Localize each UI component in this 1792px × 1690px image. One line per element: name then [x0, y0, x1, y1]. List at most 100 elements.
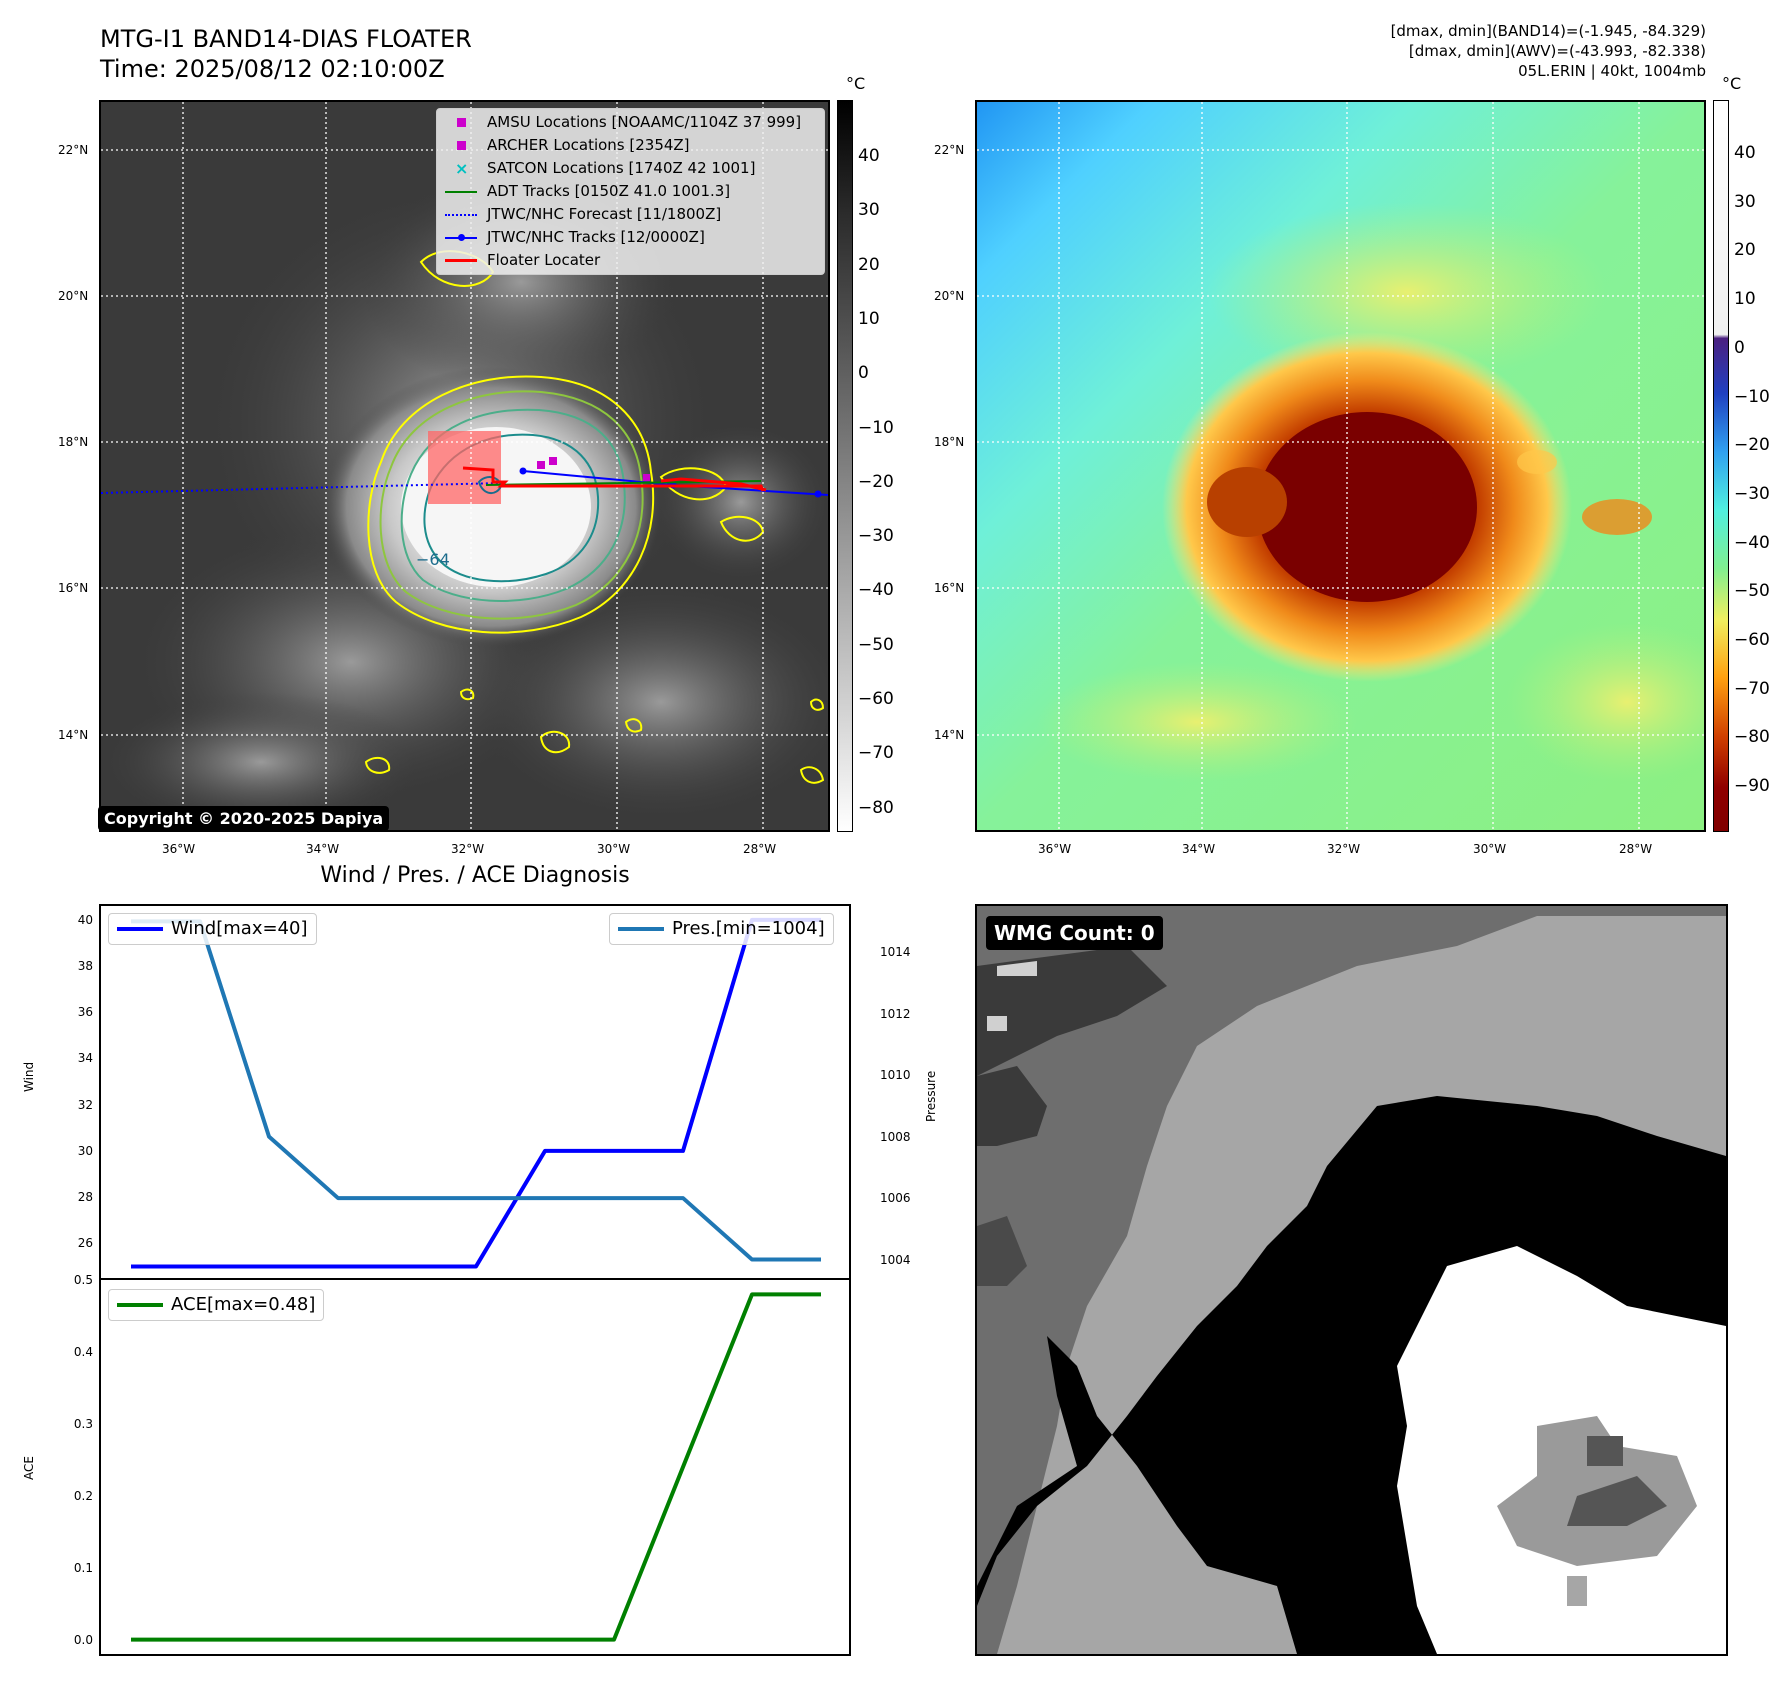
colorbar-tick: −10	[1734, 386, 1770, 407]
lat-tick: 16°N	[58, 581, 89, 595]
axis-tick: 0.3	[73, 1416, 93, 1431]
colorbar-tick: 40	[1734, 143, 1756, 163]
wind-pressure-chart	[99, 904, 851, 1280]
legend-label: ADT Tracks [0150Z 41.0 1001.3]	[487, 182, 731, 200]
colorbar-tick: −70	[1734, 678, 1770, 699]
line-dot-icon	[443, 226, 479, 249]
stats-awv: [dmax, dmin](AWV)=(-43.993, -82.338)	[1408, 42, 1706, 60]
axis-tick: 32	[77, 1097, 93, 1112]
colorbar-tick: −20	[1734, 435, 1770, 456]
axis-tick: 1008	[880, 1129, 911, 1144]
colorbar-right-bar	[1713, 100, 1729, 832]
legend-label: ARCHER Locations [2354Z]	[487, 136, 690, 154]
axis-tick: 26	[77, 1236, 93, 1251]
colorbar-tick: −30	[858, 526, 894, 547]
square-marker-icon	[443, 111, 479, 134]
legend-item-forecast: JTWC/NHC Forecast [11/1800Z]	[443, 203, 818, 226]
colorbar-tick: 0	[858, 363, 869, 384]
colorbar-tick: −50	[858, 634, 894, 655]
legend-label: Floater Locater	[487, 251, 601, 269]
colorbar-tick: 20	[858, 254, 880, 275]
pressure-axis-label: Pressure	[924, 1070, 938, 1122]
colorbar-tick: −80	[1734, 727, 1770, 748]
lon-tick: 28°W	[1619, 842, 1653, 856]
legend-label: JTWC/NHC Tracks [12/0000Z]	[487, 228, 705, 246]
timestamp-title: Time: 2025/08/12 02:10:00Z	[100, 55, 445, 83]
lat-tick: 20°N	[934, 289, 965, 303]
axis-tick: 0.1	[73, 1560, 93, 1575]
legend-item-archer: ARCHER Locations [2354Z]	[443, 134, 818, 157]
colorbar-tick: −70	[858, 743, 894, 764]
ace-series-line	[131, 1292, 821, 1642]
legend-item-satcon: × SATCON Locations [1740Z 42 1001]	[443, 157, 818, 180]
ace-axis-label: ACE	[22, 1456, 36, 1480]
ir-map-panel: −64	[99, 100, 830, 832]
ir-map-image	[101, 102, 828, 830]
colorbar-tick: −20	[858, 471, 894, 492]
wind-legend: Wind[max=40]	[108, 913, 317, 945]
lat-tick: 22°N	[58, 143, 89, 157]
colorbar-tick: 40	[858, 146, 880, 166]
lon-tick: 32°W	[451, 842, 485, 856]
axis-tick: 1014	[880, 945, 911, 960]
lat-tick: 22°N	[934, 143, 965, 157]
colorbar-tick: −60	[1734, 630, 1770, 650]
wmg-count-badge: WMG Count: 0	[986, 916, 1163, 950]
colorbar-tick: −50	[1734, 581, 1770, 602]
lon-tick: 34°W	[1182, 842, 1216, 856]
axis-tick: 1012	[880, 1006, 911, 1021]
legend-label: JTWC/NHC Forecast [11/1800Z]	[487, 205, 722, 223]
colorbar-left-bar	[837, 100, 853, 832]
pressure-series-line	[131, 919, 821, 1262]
colorbar-tick: 10	[858, 308, 880, 329]
solid-line-icon	[443, 180, 479, 203]
colorbar-tick: −90	[1734, 776, 1770, 797]
legend-item-amsu: AMSU Locations [NOAAMC/1104Z 37 999]	[443, 111, 818, 134]
storm-info: 05L.ERIN | 40kt, 1004mb	[1518, 62, 1706, 80]
colorbar-unit: °C	[1722, 74, 1742, 93]
legend-label: SATCON Locations [1740Z 42 1001]	[487, 159, 756, 177]
pressure-legend: Pres.[min=1004]	[609, 913, 834, 945]
lat-tick: 18°N	[934, 435, 965, 449]
colorbar-tick: 10	[1734, 289, 1756, 310]
colorbar-tick: −60	[858, 689, 894, 709]
lon-tick: 36°W	[162, 842, 196, 856]
contour-label: −64	[416, 550, 450, 569]
awv-map-panel	[975, 100, 1706, 832]
legend-item-floater: Floater Locater	[443, 249, 818, 272]
dotted-line-icon	[443, 203, 479, 226]
wmg-panel	[975, 904, 1728, 1656]
ace-chart	[99, 1278, 851, 1656]
axis-tick: 40	[77, 912, 93, 927]
legend-label: AMSU Locations [NOAAMC/1104Z 37 999]	[487, 113, 802, 131]
axis-tick: 0.4	[73, 1344, 93, 1359]
map-legend: AMSU Locations [NOAAMC/1104Z 37 999] ARC…	[436, 108, 825, 275]
axis-tick: 34	[77, 1051, 93, 1066]
lon-tick: 36°W	[1038, 842, 1072, 856]
ace-plot	[131, 1292, 821, 1642]
ace-legend: ACE[max=0.48]	[108, 1289, 325, 1321]
green-line-icon	[117, 1303, 163, 1307]
steelblue-line-icon	[618, 927, 664, 931]
wind-axis-label: Wind	[22, 1061, 36, 1092]
stats-band14: [dmax, dmin](BAND14)=(-1.945, -84.329)	[1390, 22, 1706, 40]
axis-tick: 0.5	[73, 1273, 93, 1287]
colorbar-tick: −40	[1734, 532, 1770, 553]
axis-tick: 0.2	[73, 1488, 93, 1503]
copyright-badge: Copyright © 2020-2025 Dapiya	[98, 806, 390, 831]
chart-title: MTG-I1 BAND14-DIAS FLOATER	[100, 25, 472, 53]
ace-legend-label: ACE[max=0.48]	[171, 1294, 316, 1315]
legend-item-adt: ADT Tracks [0150Z 41.0 1001.3]	[443, 180, 818, 203]
blue-line-icon	[117, 927, 163, 931]
lon-tick: 32°W	[1327, 842, 1361, 856]
lon-tick: 30°W	[1473, 842, 1507, 856]
wind-series-line	[131, 917, 821, 1269]
pressure-legend-label: Pres.[min=1004]	[672, 918, 825, 939]
axis-tick: 30	[77, 1143, 93, 1158]
axis-tick: 36	[77, 1005, 93, 1020]
lat-tick: 14°N	[58, 728, 89, 742]
lon-tick: 28°W	[743, 842, 777, 856]
lat-tick: 18°N	[58, 435, 89, 449]
lon-tick: 30°W	[597, 842, 631, 856]
lat-tick: 16°N	[934, 581, 965, 595]
